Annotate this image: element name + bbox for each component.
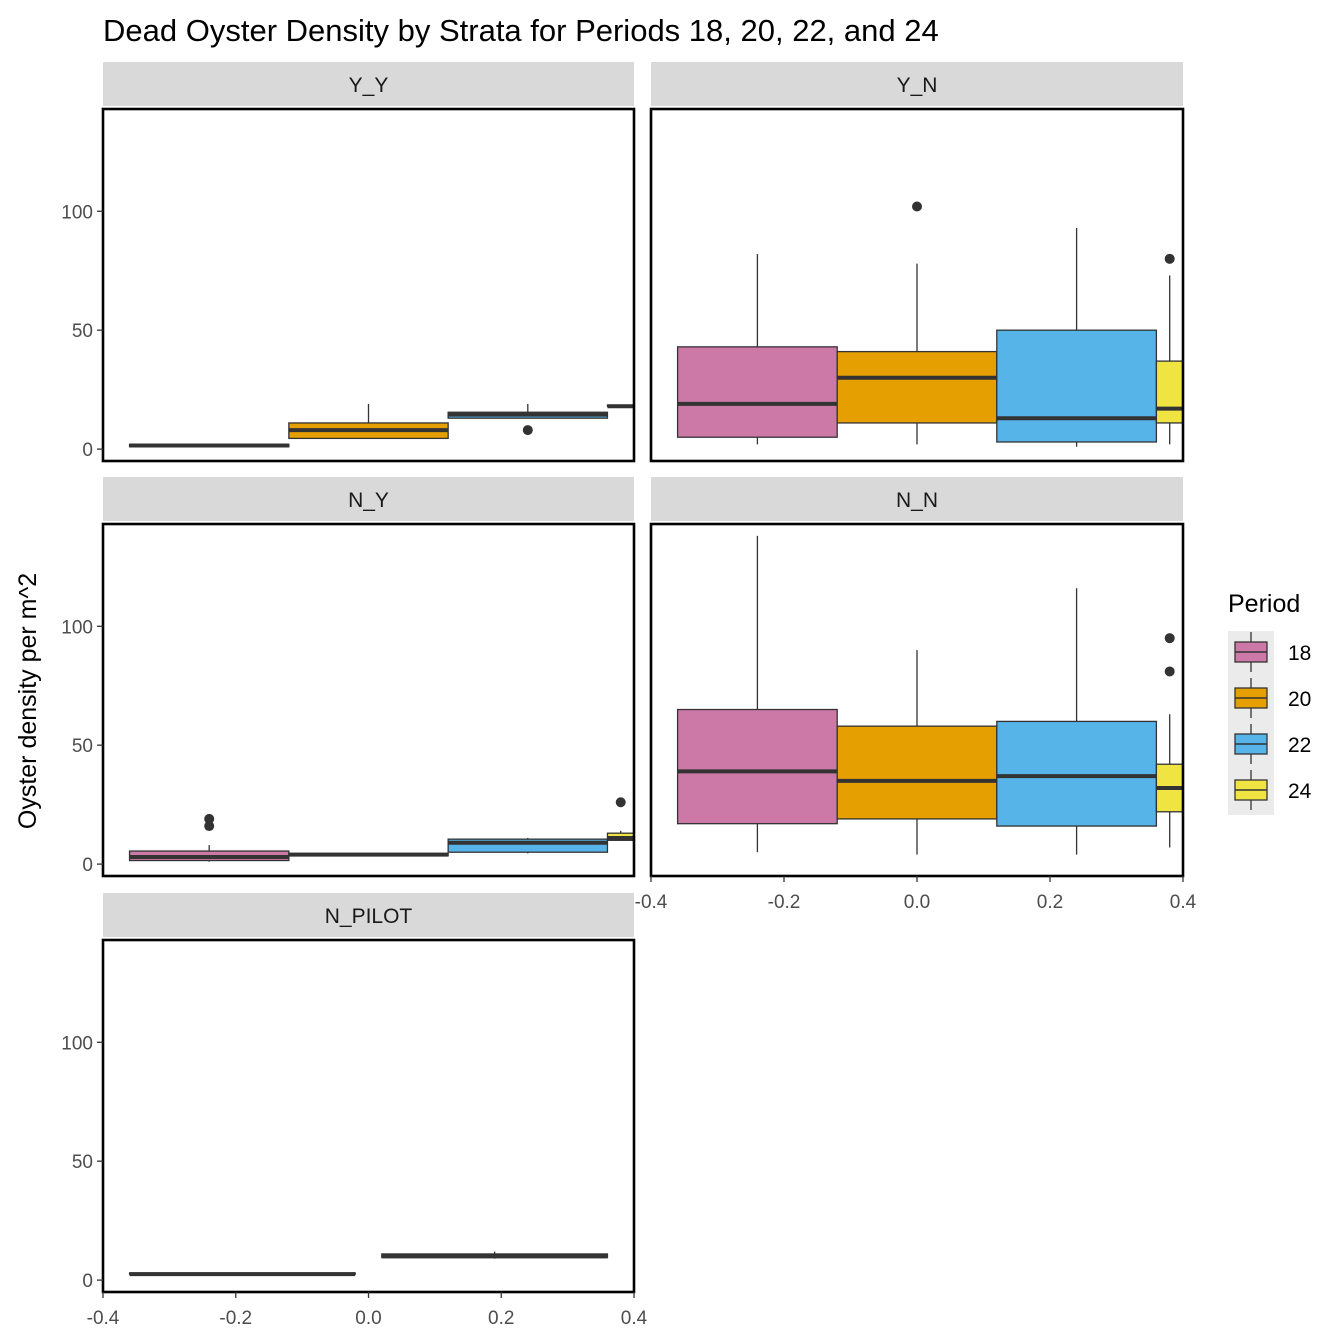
legend-item-18: 18 — [1234, 632, 1311, 672]
legend-item-label: 22 — [1288, 734, 1311, 757]
outlier-point — [1164, 633, 1175, 644]
box-period-18 — [128, 443, 290, 448]
box-iqr — [996, 720, 1158, 827]
facet-panel-n-n: N_N -0.4 -0.2 0.0 0.2 0.4 — [635, 477, 1197, 913]
x-tick-label: 0.0 — [355, 1308, 381, 1329]
facet-strip-label: N_Y — [348, 489, 389, 512]
panel-border — [101, 522, 636, 878]
y-tick-label: 0 — [82, 440, 93, 461]
facet-strip — [651, 62, 1183, 106]
outlier-point — [204, 813, 215, 824]
box-period-18 — [676, 535, 838, 853]
box-iqr — [836, 725, 998, 820]
facet-strip — [103, 62, 634, 106]
x-tick-label: 0.4 — [1170, 892, 1197, 913]
legend-title: Period — [1228, 590, 1300, 618]
box-iqr — [676, 346, 838, 438]
facet-strip-label: Y_N — [897, 74, 938, 97]
box-period-18 — [128, 813, 290, 862]
legend-item-24: 24 — [1234, 770, 1312, 810]
x-tick-label: 0.2 — [1037, 892, 1063, 913]
y-tick-label: 50 — [72, 736, 93, 757]
y-tick-label: 0 — [82, 855, 93, 876]
outlier-point — [615, 797, 626, 808]
box-period-20 — [288, 403, 449, 440]
y-tick-label: 50 — [72, 1152, 93, 1173]
facet-panel-n-y: N_Y 0 50 100 — [61, 477, 636, 878]
y-tick-label: 0 — [82, 1271, 93, 1292]
box-period-20 — [836, 201, 998, 445]
facet-strip-label: Y_Y — [349, 74, 389, 97]
y-tick-label: 100 — [61, 202, 93, 223]
chart-title: Dead Oyster Density by Strata for Period… — [103, 13, 939, 48]
outlier-point — [1164, 666, 1175, 677]
legend-item-label: 20 — [1288, 688, 1311, 711]
box-period-20 — [836, 650, 998, 855]
y-tick-label: 50 — [72, 321, 93, 342]
box-iqr — [676, 708, 838, 825]
box-iqr — [1155, 360, 1184, 424]
facet-panel-y-n: Y_N — [649, 62, 1185, 463]
panels-layer: Y_Y 0 50 100 Y_N N_Y 0 50 100 N_N -0.4 -0.2 0.0 0.2 0.… — [61, 62, 1197, 1329]
legend-item-20: 20 — [1234, 678, 1311, 718]
legend-item-label: 24 — [1288, 780, 1312, 803]
facet-panel-y-y: Y_Y 0 50 100 — [61, 62, 636, 463]
outlier-point — [522, 425, 533, 436]
x-tick-label: -0.2 — [768, 892, 801, 913]
box-period-22 — [996, 227, 1158, 447]
x-tick-label: -0.4 — [87, 1308, 120, 1329]
panel-border — [649, 107, 1185, 463]
facet-strip — [103, 477, 634, 521]
x-tick-label: 0.4 — [621, 1308, 648, 1329]
box-period-24 — [1155, 633, 1184, 848]
box-period-18 — [676, 254, 838, 445]
facet-panel-n-pilot: N_PILOT 0 50 100 -0.4 -0.2 0.0 0.2 0.4 — [61, 893, 648, 1329]
box-period-22 — [381, 1251, 609, 1259]
x-tick-label: -0.2 — [219, 1308, 252, 1329]
box-period-22 — [996, 588, 1158, 855]
x-tick-label: -0.4 — [635, 892, 668, 913]
x-tick-label: 0.0 — [904, 892, 930, 913]
y-tick-label: 100 — [61, 617, 93, 638]
facet-strip-label: N_N — [896, 489, 938, 512]
box-iqr — [836, 350, 998, 424]
facet-strip — [103, 893, 634, 937]
box-period-22 — [447, 837, 609, 854]
outlier-point — [1164, 253, 1175, 264]
panel-border — [101, 107, 636, 463]
box-period-22 — [447, 403, 609, 436]
box-period-24 — [1155, 253, 1184, 445]
facet-strip — [651, 477, 1183, 521]
outlier-point — [204, 821, 215, 832]
box-period-24 — [606, 404, 635, 409]
box-period-20 — [288, 852, 449, 857]
box-iqr — [996, 329, 1158, 443]
legend: Period 18 20 22 24 — [1228, 590, 1312, 815]
y-tick-label: 100 — [61, 1033, 93, 1054]
facet-strip-label: N_PILOT — [325, 905, 413, 928]
y-axis-label: Oyster density per m^2 — [14, 573, 42, 829]
legend-item-label: 18 — [1288, 642, 1311, 665]
x-tick-label: 0.2 — [488, 1308, 514, 1329]
box-period-24 — [606, 797, 635, 841]
panel-border — [101, 938, 636, 1294]
box-period-18 — [128, 1272, 356, 1277]
legend-item-22: 22 — [1234, 724, 1311, 764]
outlier-point — [912, 201, 922, 212]
